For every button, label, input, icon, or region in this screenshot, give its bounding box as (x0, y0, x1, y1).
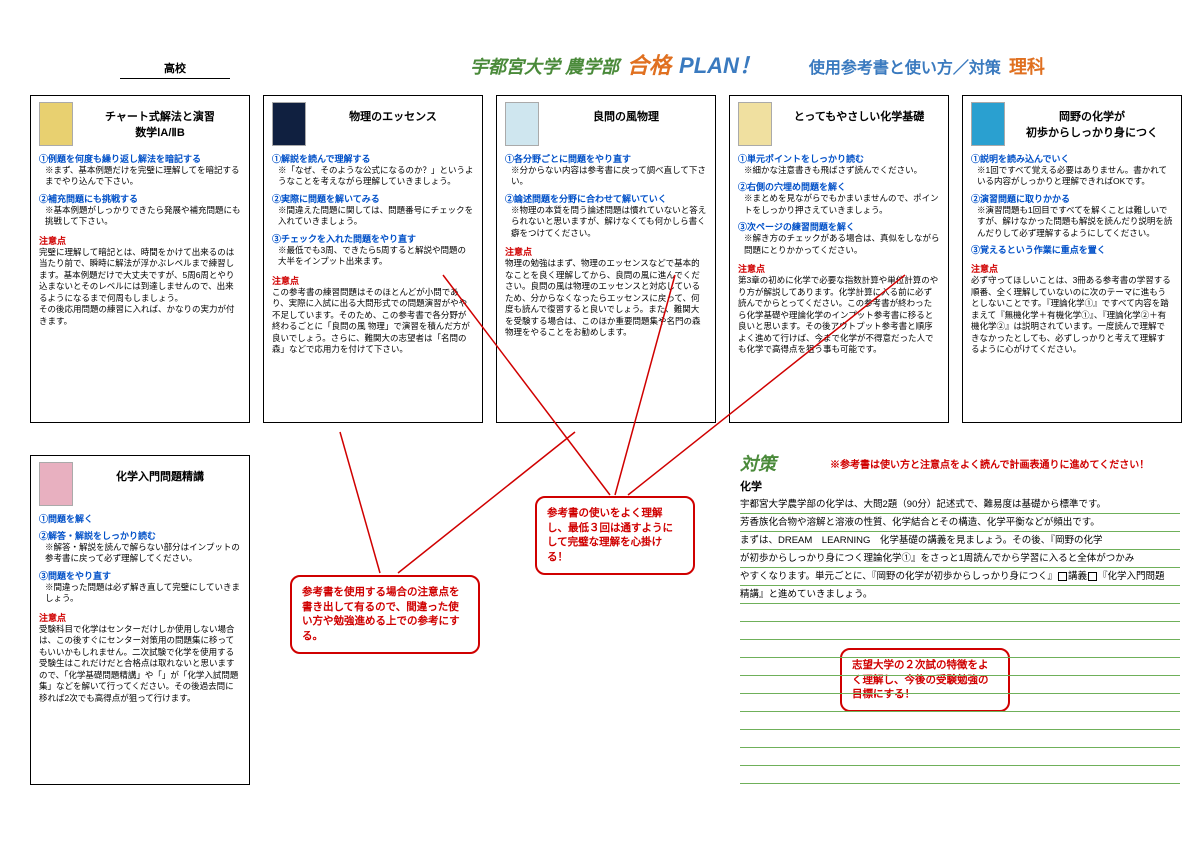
strategy-note: ※参考書は使い方と注意点をよく読んで計画表通りに進めてください！ (830, 456, 1149, 471)
book-thumbnail (39, 102, 73, 146)
book-card: チャート式解法と演習 数学ⅠA/ⅡB ①例題を何度も繰り返し解法を暗記する※まず、… (30, 95, 250, 423)
note-line (740, 640, 1180, 658)
note-line (740, 712, 1180, 730)
step-heading: ②実際に問題を解いてみる (272, 192, 474, 205)
book-thumbnail (505, 102, 539, 146)
book-card: 化学入門問題精講 ①問題を解く ②解答・解説をしっかり読む※解答・解説を読んで解らな… (30, 455, 250, 785)
book-thumbnail (39, 462, 73, 506)
note-line (740, 676, 1180, 694)
step-note: ※細かな注意書きも飛ばさず読んでください。 (744, 165, 940, 176)
note-line (740, 748, 1180, 766)
notes-heading: 化学 (740, 478, 1180, 494)
step-note: ※最低でも3周、できたら5周すると解説や問題の大半をインプット出来ます。 (278, 245, 474, 268)
step-note: ※基本例題がしっかりできたら発展や補充問題にも挑戦して下さい。 (45, 205, 241, 228)
step-note: ※演習問題も1回目ですべてを解くことは難しいですが、解けなかった問題も解説を読ん… (977, 205, 1173, 239)
step-heading: ②論述問題を分野に合わせて解いていく (505, 192, 707, 205)
card-header: 物理のエッセンス (272, 102, 474, 146)
book-card: 良問の風物理 ①各分野ごとに問題をやり直す※分からない内容は参考書に戻って調べ直し… (496, 95, 716, 423)
step-note: ※1回ですべて覚える必要はありません。書かれている内容がしっかりと理解できればO… (977, 165, 1173, 188)
step-heading: ①解説を読んで理解する (272, 152, 474, 165)
book-card: 岡野の化学が 初歩からしっかり身につく ①説明を読み込んでいく※1回ですべて覚える… (962, 95, 1182, 423)
card-header: 化学入門問題精講 (39, 462, 241, 506)
note-line: 精講』と進めていきましょう。 (740, 586, 1180, 604)
caution-body: 第3章の初めに化学で必要な指数計算や単位計算のやり方が解説してあります。化学計算… (738, 275, 940, 355)
card-header: 岡野の化学が 初歩からしっかり身につく (971, 102, 1173, 146)
card-header: とってもやさしい化学基礎 (738, 102, 940, 146)
note-line: やすくなります。単元ごとに、『岡野の化学が初歩からしっかり身につく』講義『化学入… (740, 568, 1180, 586)
step-heading: ③問題をやり直す (39, 569, 241, 582)
step-heading: ②右側の穴埋め問題を解く (738, 180, 940, 193)
step-heading: ①単元ポイントをしっかり読む (738, 152, 940, 165)
caution-heading: 注意点 (505, 245, 707, 258)
note-line: が初歩からしっかり身につく理論化学①』をさっと1周読んでから学習に入ると全体がつ… (740, 550, 1180, 568)
caution-heading: 注意点 (39, 611, 241, 624)
note-line: まずは、DREAM LEARNING 化学基礎の講義を見ましょう。その後、『岡野… (740, 532, 1180, 550)
card-title: 岡野の化学が 初歩からしっかり身につく (1011, 102, 1173, 140)
step-note: ※分からない内容は参考書に戻って調べ直して下さい。 (511, 165, 707, 188)
card-header: チャート式解法と演習 数学ⅠA/ⅡB (39, 102, 241, 146)
book-card: とってもやさしい化学基礎 ①単元ポイントをしっかり読む※細かな注意書きも飛ばさず読… (729, 95, 949, 423)
step-heading: ①例題を何度も繰り返し解法を暗記する (39, 152, 241, 165)
caution-heading: 注意点 (738, 262, 940, 275)
notes-area: 化学 宇都宮大学農学部の化学は、大問2題（90分）記述式で、難易度は基礎から標準… (740, 478, 1180, 784)
step-heading: ①説明を読み込んでいく (971, 152, 1173, 165)
book-card: 物理のエッセンス ①解説を読んで理解する※「なぜ、そのような公式になるのか？」とい… (263, 95, 483, 423)
step-heading: ②演習問題に取りかかる (971, 192, 1173, 205)
plan-word-2: PLAN！ (679, 48, 761, 80)
step-heading: ③チェックを入れた問題をやり直す (272, 232, 474, 245)
card-title: 物理のエッセンス (312, 102, 474, 124)
card-title: とってもやさしい化学基礎 (778, 102, 940, 124)
plan-word-1: 合格 (627, 48, 671, 80)
step-heading: ②補充問題にも挑戦する (39, 192, 241, 205)
caution-body: 完璧に理解して暗記とは、時間をかけて出来るのは当たり前で、瞬時に解法が浮かぶレベ… (39, 247, 241, 327)
caution-heading: 注意点 (971, 262, 1173, 275)
card-title: 化学入門問題精講 (79, 462, 241, 484)
subtitle: 使用参考書と使い方／対策 (809, 54, 1001, 78)
step-heading: ②解答・解説をしっかり読む (39, 529, 241, 542)
caution-body: 受験科目で化学はセンターだけしか使用しない場合は、この後すぐにセンター対策用の問… (39, 624, 241, 704)
caution-heading: 注意点 (272, 274, 474, 287)
card-title: 良問の風物理 (545, 102, 707, 124)
note-line (740, 694, 1180, 712)
step-note: ※「なぜ、そのような公式になるのか？」というようなことを考えながら理解していきま… (278, 165, 474, 188)
step-note: ※解き方のチェックがある場合は、真似をしながら問題にとりかかってください。 (744, 233, 940, 256)
step-heading: ①問題を解く (39, 512, 241, 525)
book-thumbnail (272, 102, 306, 146)
title-row: 宇都宮大学 農学部 合格 PLAN！ 使用参考書と使い方／対策 理科 (470, 48, 1045, 80)
note-line (740, 730, 1180, 748)
card-title: チャート式解法と演習 数学ⅠA/ⅡB (79, 102, 241, 140)
caution-body: この参考書の練習問題はそのほとんどが小問であり、実際に入試に出る大問形式での問題… (272, 287, 474, 356)
step-note: ※間違えた問題に関しては、問題番号にチェックを入れていきましょう。 (278, 205, 474, 228)
note-line: 宇都宮大学農学部の化学は、大問2題（90分）記述式で、難易度は基礎から標準です。 (740, 496, 1180, 514)
book-thumbnail (738, 102, 772, 146)
strategy-label: 対策 (740, 450, 776, 476)
card-header: 良問の風物理 (505, 102, 707, 146)
note-line (740, 622, 1180, 640)
subject-label: 理科 (1009, 53, 1045, 79)
caution-body: 物理の勉強はまず、物理のエッセンスなどで基本的なことを良く理解してから、良問の風… (505, 258, 707, 338)
university-name: 宇都宮大学 農学部 (470, 53, 619, 79)
step-heading: ③次ページの練習問題を解く (738, 220, 940, 233)
note-line: 芳香族化合物や溶解と溶液の性質、化学結合とその構造、化学平衡などが頻出です。 (740, 514, 1180, 532)
callout-caution-ref: 参考書を使用する場合の注意点を書き出して有るので、間違った使い方や勉強進める上で… (290, 575, 480, 654)
book-thumbnail (971, 102, 1005, 146)
caution-heading: 注意点 (39, 234, 241, 247)
step-heading: ①各分野ごとに問題をやり直す (505, 152, 707, 165)
step-note: ※物理の本質を問う論述問題は慣れていないと答えられないと思いますが、解けなくても… (511, 205, 707, 239)
note-line (740, 658, 1180, 676)
step-note: ※まず、基本例題だけを完璧に理解してを暗記するまでやり込んで下さい。 (45, 165, 241, 188)
note-line (740, 604, 1180, 622)
callout-understand: 参考書の使いをよく理解し、最低３回は通すようにして完璧な理解を心掛ける！ (535, 496, 695, 575)
caution-body: 必ず守ってほしいことは、3冊ある参考書の学習する順番、全く理解していないのに次の… (971, 275, 1173, 355)
note-line (740, 766, 1180, 784)
step-heading: ③覚えるという作業に重点を置く (971, 243, 1173, 256)
step-note: ※まとめを見ながらでもかまいませんので、ポイントをしっかり押さえていきましょう。 (744, 193, 940, 216)
school-label: 高校 (120, 60, 230, 79)
step-note: ※解答・解説を読んで解らない部分はインプットの参考書に戻って必ず理解してください… (45, 542, 241, 565)
step-note: ※間違った問題は必ず解き直して完璧にしていきましょう。 (45, 582, 241, 605)
